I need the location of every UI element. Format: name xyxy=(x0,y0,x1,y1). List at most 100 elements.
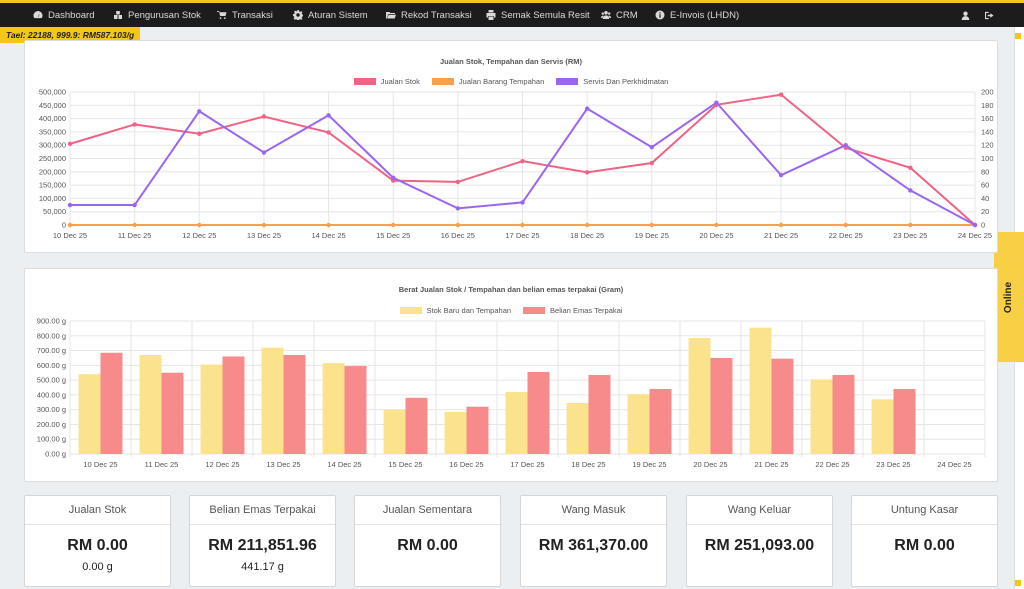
user-menu[interactable] xyxy=(961,3,970,27)
legend-stok-baru-dan-tempahan[interactable]: Stok Baru dan Tempahan xyxy=(399,306,511,315)
x-tick-label: 21 Dec 25 xyxy=(764,231,798,240)
dashboard-icon xyxy=(33,11,43,19)
y-tick-label: 700.00 g xyxy=(37,346,66,355)
data-point[interactable] xyxy=(843,143,848,148)
nav-aturan-sistem[interactable]: Aturan Sistem xyxy=(293,3,368,27)
bar[interactable] xyxy=(466,406,489,454)
bar[interactable] xyxy=(771,358,794,454)
nav-crm[interactable]: CRM xyxy=(601,3,638,27)
data-point[interactable] xyxy=(778,222,784,228)
bar[interactable] xyxy=(261,347,284,454)
data-point[interactable] xyxy=(520,200,525,205)
nav-dashboard[interactable]: Dashboard xyxy=(33,3,94,27)
data-point[interactable] xyxy=(455,206,461,211)
nav-transaksi-label: Transaksi xyxy=(232,9,273,21)
legend-servis-dan-perkhidmatan[interactable]: Servis Dan Perkhidmatan xyxy=(556,77,668,86)
gear-icon xyxy=(293,10,303,20)
bar[interactable] xyxy=(749,327,772,454)
logout-button[interactable] xyxy=(985,3,994,27)
cubes-icon xyxy=(114,11,122,19)
data-point[interactable] xyxy=(197,222,202,228)
bar[interactable] xyxy=(161,372,184,454)
bar[interactable] xyxy=(627,394,650,454)
data-point[interactable] xyxy=(67,222,73,228)
data-point[interactable] xyxy=(778,172,784,178)
bar[interactable] xyxy=(710,357,733,454)
bar[interactable] xyxy=(832,374,855,454)
data-point[interactable] xyxy=(843,222,848,228)
legend-belian-emas-terpakai[interactable]: Belian Emas Terpakai xyxy=(523,306,622,315)
data-point[interactable] xyxy=(132,202,137,208)
data-point[interactable] xyxy=(261,150,267,155)
nav-e-invois[interactable]: E-Invois (LHDN) xyxy=(655,3,739,27)
data-point[interactable] xyxy=(197,109,202,114)
data-point[interactable] xyxy=(520,158,525,164)
data-point[interactable] xyxy=(714,222,719,228)
bar[interactable] xyxy=(688,337,711,454)
data-point[interactable] xyxy=(391,175,396,180)
bar[interactable] xyxy=(344,366,367,454)
nav-rekod-transaksi[interactable]: Rekod Transaksi xyxy=(386,3,472,27)
bar[interactable] xyxy=(871,399,894,454)
data-point[interactable] xyxy=(67,141,73,147)
data-point[interactable] xyxy=(972,222,978,228)
data-point[interactable] xyxy=(132,122,137,127)
data-point[interactable] xyxy=(908,165,913,171)
legend-jualan-stok[interactable]: Jualan Stok xyxy=(353,77,420,86)
data-point[interactable] xyxy=(455,179,461,185)
data-point[interactable] xyxy=(132,222,137,228)
nav-pengurusan-stok[interactable]: Pengurusan Stok xyxy=(113,3,201,27)
bar[interactable] xyxy=(283,354,306,454)
data-point[interactable] xyxy=(908,188,913,193)
data-point[interactable] xyxy=(520,222,525,228)
bar[interactable] xyxy=(200,364,223,454)
data-point[interactable] xyxy=(261,114,267,119)
bar[interactable] xyxy=(527,371,550,454)
online-chat-tab[interactable]: Online xyxy=(994,232,1024,362)
data-point[interactable] xyxy=(326,130,331,135)
data-point[interactable] xyxy=(261,222,267,228)
data-point[interactable] xyxy=(649,222,654,228)
data-point[interactable] xyxy=(778,92,784,97)
data-point[interactable] xyxy=(326,222,331,228)
bar[interactable] xyxy=(139,354,162,454)
data-point[interactable] xyxy=(649,160,654,166)
top-accent-line xyxy=(0,0,1024,3)
data-point[interactable] xyxy=(391,222,396,228)
data-point[interactable] xyxy=(584,222,590,228)
data-point[interactable] xyxy=(714,100,719,105)
bar[interactable] xyxy=(383,409,406,454)
y-tick-label: 600.00 g xyxy=(37,361,66,370)
nav-crm-label: CRM xyxy=(616,9,638,21)
bar[interactable] xyxy=(405,397,428,454)
data-point[interactable] xyxy=(649,144,654,150)
y-tick-label: 0.00 g xyxy=(45,450,66,459)
data-point[interactable] xyxy=(326,113,331,118)
nav-semak-semula-resit[interactable]: Semak Semula Resit xyxy=(486,3,590,27)
bar[interactable] xyxy=(78,374,101,454)
bar[interactable] xyxy=(893,388,916,454)
bar[interactable] xyxy=(810,379,833,454)
bar[interactable] xyxy=(649,388,672,454)
folder-icon xyxy=(386,12,396,19)
bar[interactable] xyxy=(505,391,528,454)
legend-jualan-barang-tempahan[interactable]: Jualan Barang Tempahan xyxy=(431,77,544,86)
x-tick-label: 10 Dec 25 xyxy=(83,460,117,469)
y2-tick-label: 100 xyxy=(981,154,994,163)
bar[interactable] xyxy=(444,411,467,454)
nav-transaksi[interactable]: Transaksi xyxy=(217,3,273,27)
data-point[interactable] xyxy=(908,222,913,228)
bar[interactable] xyxy=(222,356,245,454)
bar[interactable] xyxy=(588,374,611,454)
y-tick-label: 350,000 xyxy=(39,127,66,136)
bar-chart-canvas: 0.00 g 100.00 g 200.00 g 300.00 g 400.00 g 50… xyxy=(37,317,986,469)
data-point[interactable] xyxy=(197,131,202,136)
bar[interactable] xyxy=(566,403,589,454)
data-point[interactable] xyxy=(584,170,590,175)
x-tick-label: 16 Dec 25 xyxy=(441,231,475,240)
bar[interactable] xyxy=(322,363,345,454)
data-point[interactable] xyxy=(455,222,461,228)
data-point[interactable] xyxy=(584,106,590,111)
bar[interactable] xyxy=(100,352,123,454)
data-point[interactable] xyxy=(67,202,73,208)
